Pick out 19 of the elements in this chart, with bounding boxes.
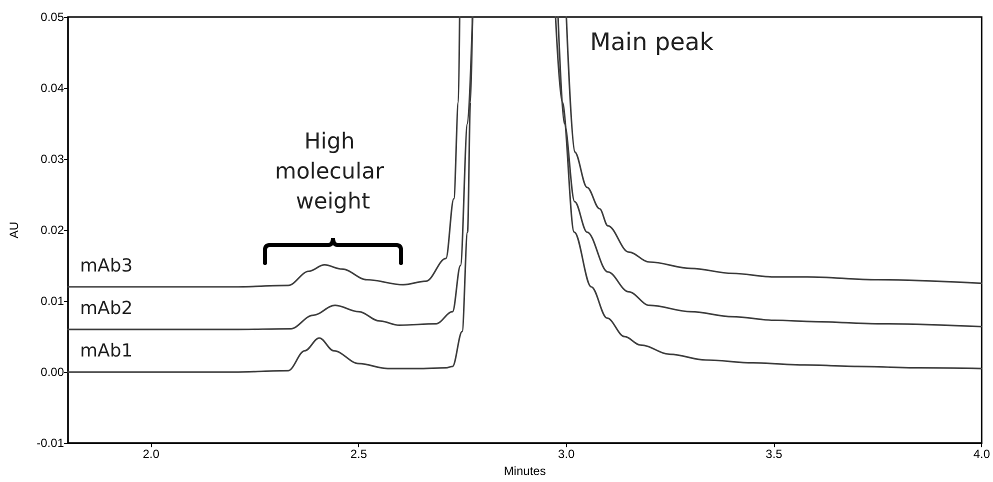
x-tick-label: 3.0: [558, 447, 576, 462]
y-tick-label: 0.00: [40, 365, 64, 380]
x-tick-label: 2.5: [350, 447, 368, 462]
series-label: mAb3: [80, 255, 133, 276]
x-tick-label: 2.0: [142, 447, 160, 462]
y-tick-label: 0.04: [40, 81, 64, 96]
y-tick-label: -0.01: [36, 436, 64, 450]
series-label: mAb2: [80, 298, 133, 319]
x-tick-label: 4.0: [973, 447, 990, 462]
y-tick-label: 0.01: [40, 294, 64, 308]
annotation: High molecular weight: [274, 130, 392, 214]
x-tick-label: 3.5: [766, 447, 783, 462]
series-label: mAb1: [80, 340, 133, 362]
y-tick-label: 0.03: [40, 152, 64, 166]
y-axis-title: AU: [7, 222, 21, 238]
annotation: Main peak: [590, 28, 714, 56]
y-tick-label: 0.05: [40, 10, 64, 24]
x-axis-title: Minutes: [504, 464, 546, 478]
y-tick-label: 0.02: [40, 223, 64, 238]
